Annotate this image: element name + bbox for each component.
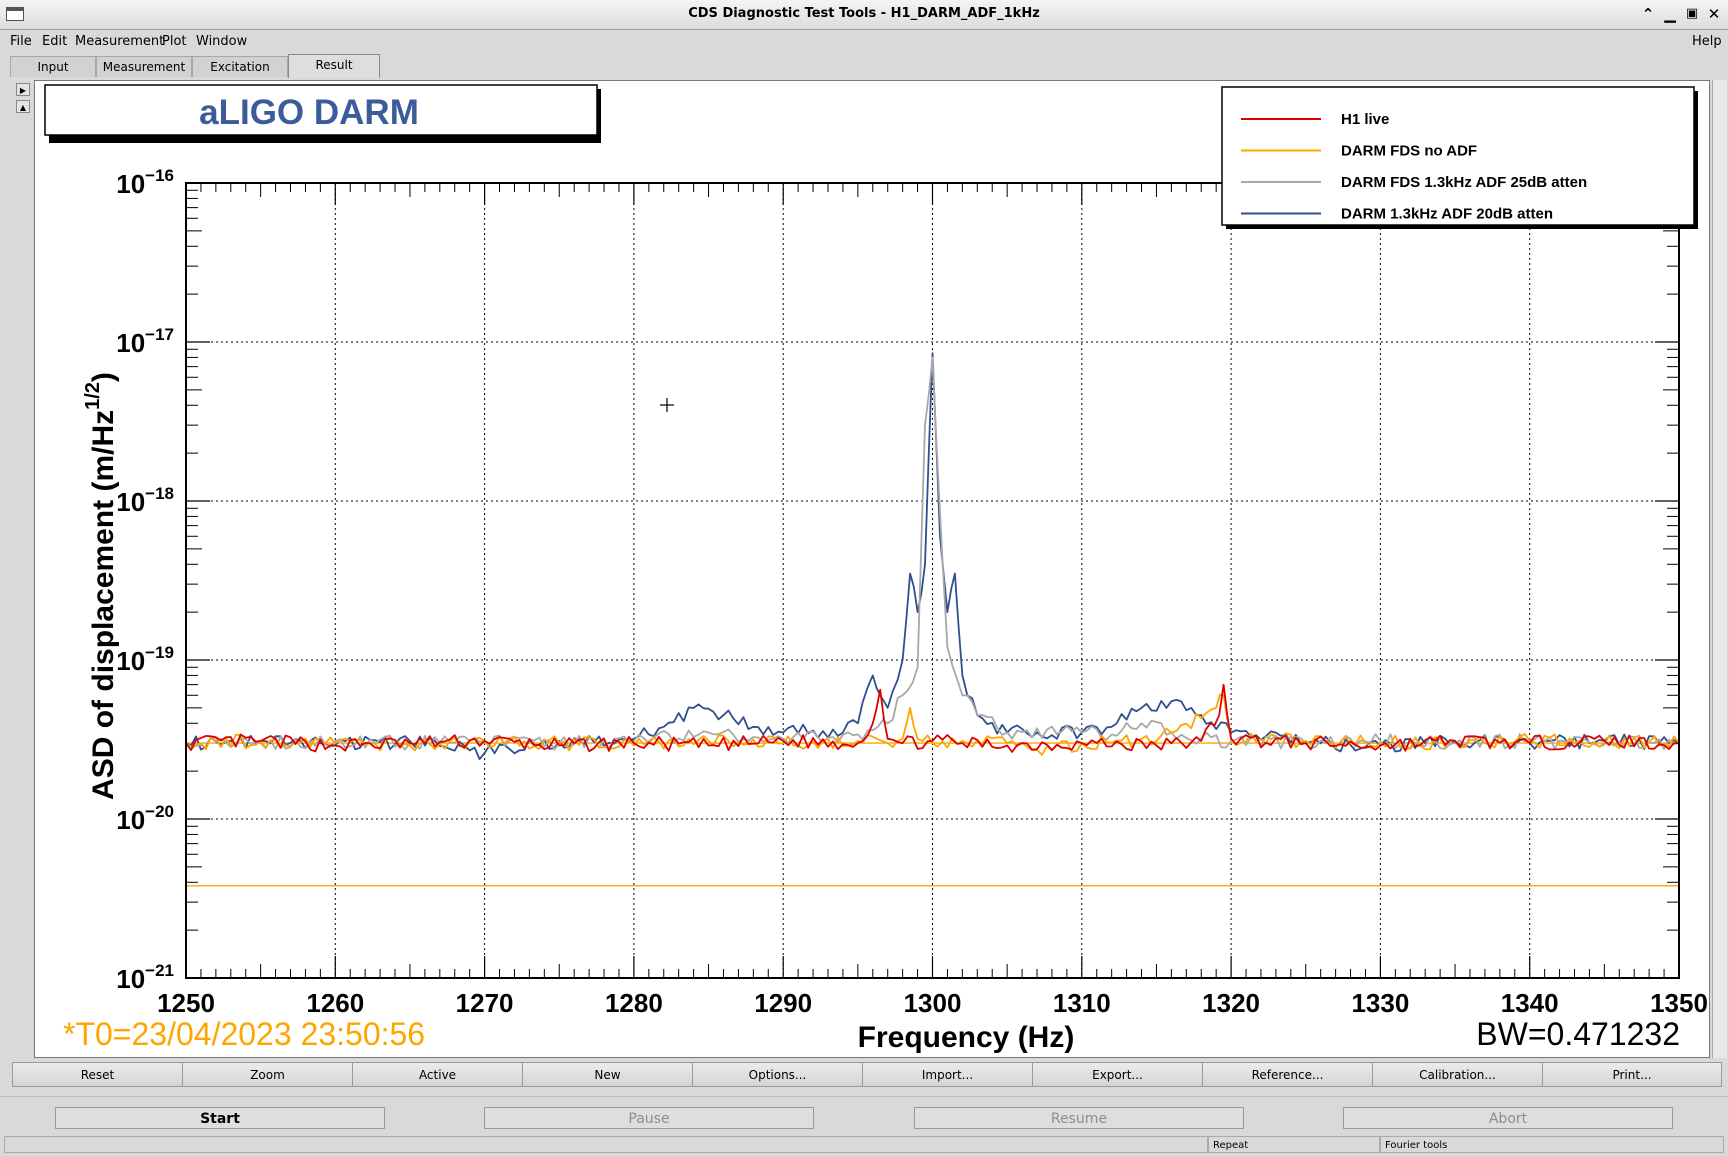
menu-help[interactable]: Help <box>1692 34 1722 49</box>
options-button[interactable]: Options... <box>692 1062 863 1087</box>
y-tick-label: 10−17 <box>116 325 174 358</box>
series-line <box>186 683 1679 753</box>
shade-icon[interactable]: ⌃ <box>1641 5 1655 23</box>
crosshair-cursor-icon <box>660 398 674 412</box>
y-axis-label-sup: 1/2 <box>82 382 104 410</box>
legend-box <box>1221 86 1695 226</box>
status-cell-main <box>4 1136 1208 1153</box>
menu-bar: File Edit Measurement Plot Window Help <box>0 30 1728 54</box>
minimize-icon[interactable]: ▁ <box>1664 5 1676 23</box>
t0-timestamp: *T0=23/04/2023 23:50:56 <box>63 1016 425 1052</box>
x-axis-label: Frequency (Hz) <box>858 1021 1075 1054</box>
status-cell-repeat: Repeat <box>1208 1136 1380 1153</box>
plot-scrollbar[interactable] <box>1712 80 1727 1058</box>
close-icon[interactable]: ✕ <box>1707 5 1721 23</box>
y-axis-label-close: ) <box>87 372 120 382</box>
expand-right-icon[interactable]: ▶ <box>16 83 30 96</box>
grid-layer <box>185 182 1680 979</box>
tab-measurement[interactable]: Measurement <box>96 56 192 77</box>
x-tick-label: 1250 <box>157 988 215 1018</box>
menu-file[interactable]: File <box>10 34 32 49</box>
x-tick-label: 1280 <box>605 988 663 1018</box>
print-button[interactable]: Print... <box>1542 1062 1722 1087</box>
legend-label: H1 live <box>1341 111 1389 128</box>
y-tick-labels: 10−16 10−17 10−18 10−19 10−20 10−21 <box>116 166 174 994</box>
window-titlebar: CDS Diagnostic Test Tools - H1_DARM_ADF_… <box>0 0 1728 30</box>
window-menu-icon[interactable] <box>6 7 24 21</box>
reference-button[interactable]: Reference... <box>1202 1062 1373 1087</box>
tab-result[interactable]: Result <box>288 54 380 78</box>
series-layer <box>186 352 1679 887</box>
legend-label: DARM FDS no ADF <box>1341 143 1477 160</box>
plot-title-box <box>44 84 598 136</box>
status-cell-fourier: Fourier tools <box>1380 1136 1724 1153</box>
chart-svg[interactable]: aLIGO DARM 1250 1260 1270 1280 1290 1300 1310 1… <box>35 81 1709 1057</box>
x-tick-label: 1350 <box>1650 988 1708 1018</box>
y-axis-label-main: ASD of displacement (m/Hz <box>87 410 120 800</box>
y-tick-label: 10−16 <box>116 166 174 199</box>
calibration-button[interactable]: Calibration... <box>1372 1062 1543 1087</box>
resume-button[interactable]: Resume <box>914 1107 1244 1129</box>
x-tick-labels: 1250 1260 1270 1280 1290 1300 1310 1320 1330 1340… <box>157 988 1708 1018</box>
control-button-row: Start Pause Resume Abort <box>0 1096 1728 1133</box>
reset-button[interactable]: Reset <box>12 1062 183 1087</box>
active-button[interactable]: Active <box>352 1062 523 1087</box>
status-bar: Repeat Fourier tools <box>0 1134 1728 1156</box>
y-tick-label: 10−20 <box>116 802 174 835</box>
plot-button-row: Reset Zoom Active New Options... Import.… <box>12 1062 1722 1088</box>
x-tick-label: 1290 <box>754 988 812 1018</box>
pause-button[interactable]: Pause <box>484 1107 814 1129</box>
menu-plot[interactable]: Plot <box>162 34 187 49</box>
series-line <box>186 693 1679 756</box>
new-button[interactable]: New <box>522 1062 693 1087</box>
export-button[interactable]: Export... <box>1032 1062 1203 1087</box>
tab-input[interactable]: Input <box>10 56 96 77</box>
window-title: CDS Diagnostic Test Tools - H1_DARM_ADF_… <box>688 6 1040 21</box>
legend-label: DARM FDS 1.3kHz ADF 25dB atten <box>1341 174 1587 191</box>
x-tick-label: 1270 <box>456 988 514 1018</box>
expand-up-icon[interactable]: ▲ <box>16 100 30 113</box>
y-tick-label: 10−21 <box>116 961 174 994</box>
zoom-button[interactable]: Zoom <box>182 1062 353 1087</box>
legend-entries: H1 live DARM FDS no ADF DARM FDS 1.3kHz AD… <box>1241 111 1587 223</box>
x-tick-label: 1300 <box>904 988 962 1018</box>
bandwidth-readout: BW=0.471232 <box>1476 1016 1680 1052</box>
plot-frame: aLIGO DARM 1250 1260 1270 1280 1290 1300 1310 1… <box>34 80 1710 1058</box>
abort-button[interactable]: Abort <box>1343 1107 1673 1129</box>
x-tick-label: 1260 <box>306 988 364 1018</box>
import-button[interactable]: Import... <box>862 1062 1033 1087</box>
plot-axes-box <box>185 182 1680 979</box>
start-button[interactable]: Start <box>55 1107 385 1129</box>
x-tick-label: 1320 <box>1202 988 1260 1018</box>
maximize-icon[interactable]: ▣ <box>1685 6 1699 21</box>
menu-window[interactable]: Window <box>196 34 248 49</box>
legend-label: DARM 1.3kHz ADF 20dB atten <box>1341 206 1553 223</box>
tab-excitation[interactable]: Excitation <box>192 56 288 77</box>
menu-edit[interactable]: Edit <box>42 34 68 49</box>
y-tick-label: 10−19 <box>116 643 174 676</box>
y-tick-label: 10−18 <box>116 484 174 517</box>
y-axis-label: ASD of displacement (m/Hz1/2) <box>82 372 120 800</box>
x-tick-label: 1340 <box>1501 988 1559 1018</box>
x-tick-label: 1330 <box>1351 988 1409 1018</box>
menu-measurement[interactable]: Measurement <box>75 34 165 49</box>
x-tick-label: 1310 <box>1053 988 1111 1018</box>
plot-title-text: aLIGO DARM <box>199 93 419 132</box>
